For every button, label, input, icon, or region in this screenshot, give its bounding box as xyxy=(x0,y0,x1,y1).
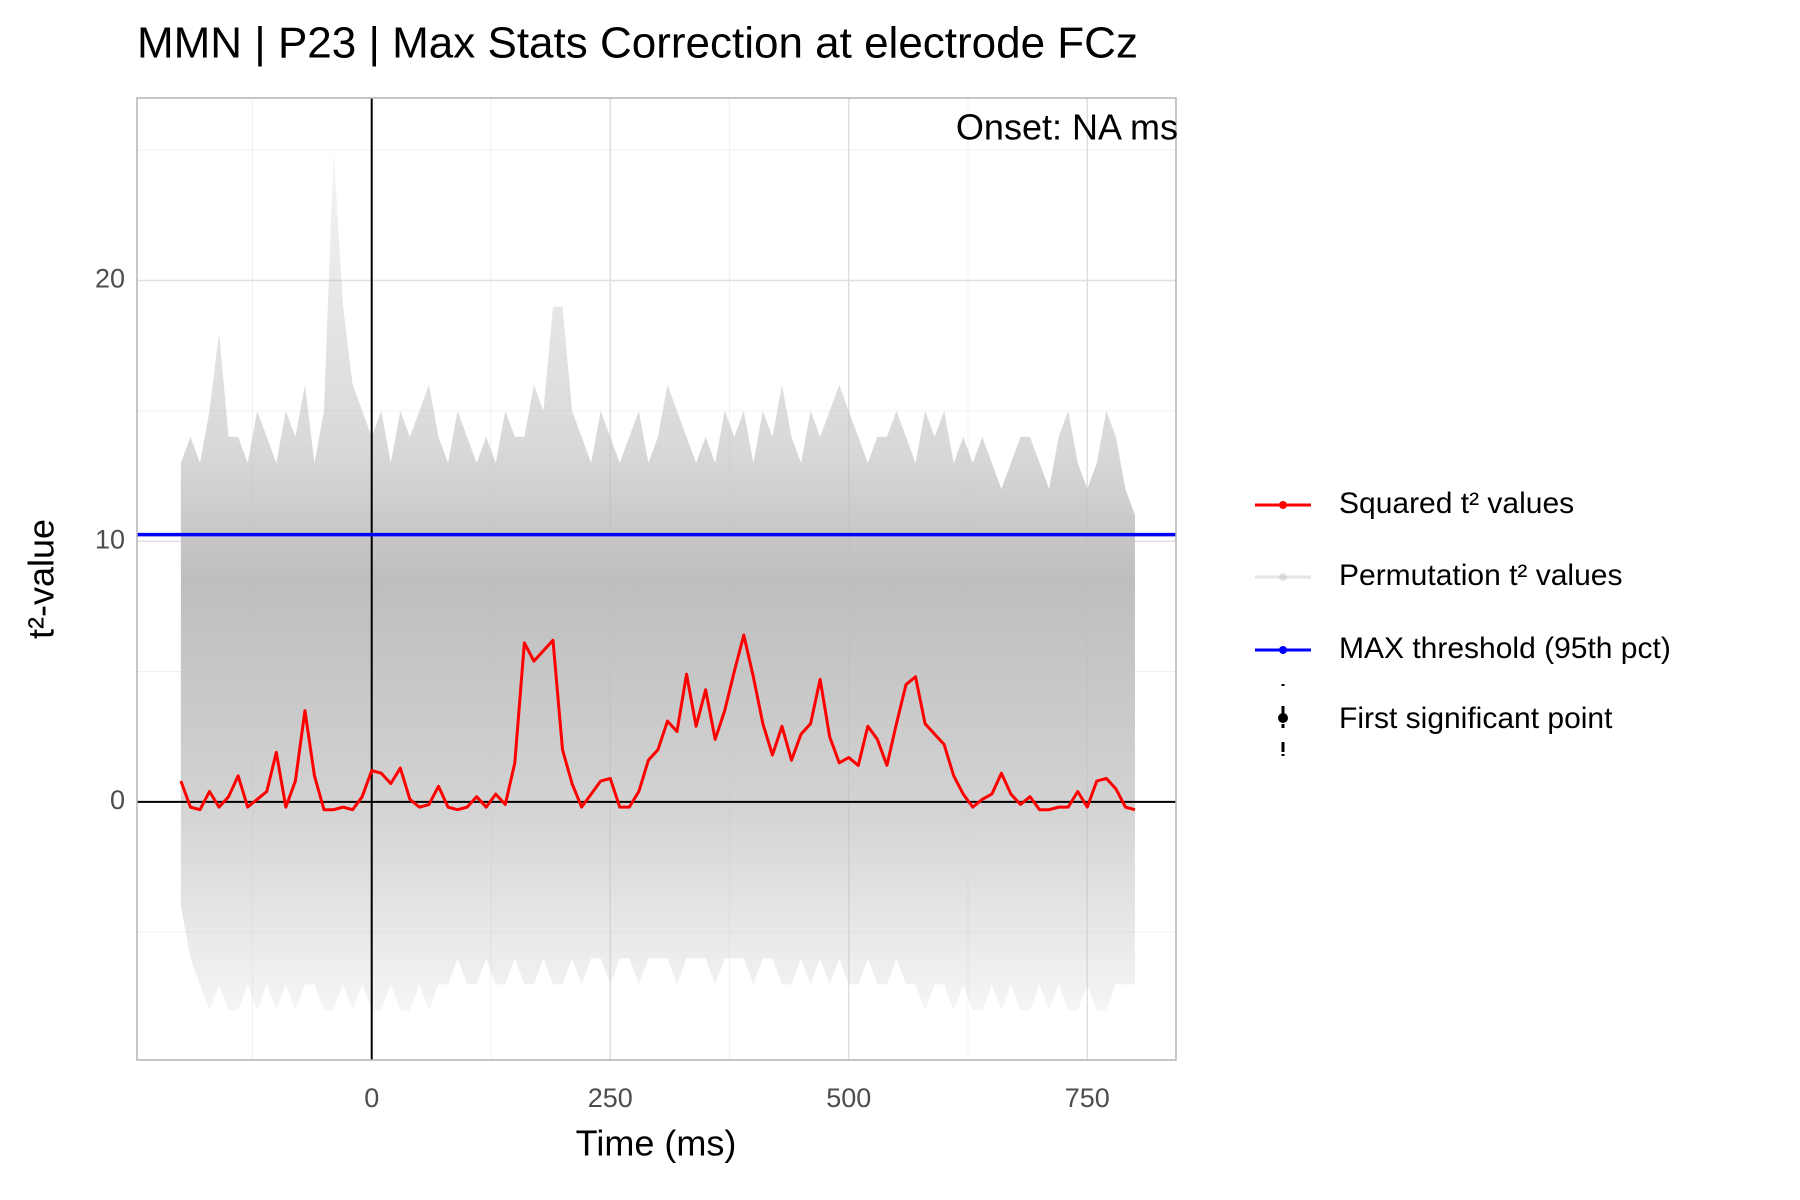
legend-dot xyxy=(1278,713,1288,723)
x-tick-label: 250 xyxy=(588,1083,633,1113)
legend-label: Squared t² values xyxy=(1339,487,1574,520)
series-line xyxy=(179,633,1136,812)
x-tick-label: 500 xyxy=(826,1083,871,1113)
legend-dot xyxy=(1279,501,1287,509)
legend-label: First significant point xyxy=(1339,702,1613,735)
x-tick-label: 750 xyxy=(1065,1083,1110,1113)
panel-border xyxy=(136,97,1177,1061)
y-tick-label: 0 xyxy=(110,785,125,815)
legend-label: Permutation t² values xyxy=(1339,559,1622,592)
y-tick-label: 20 xyxy=(95,264,125,294)
legend-dot xyxy=(1279,646,1287,654)
legend-dot xyxy=(1279,573,1287,581)
chart-title: MMN | P23 | Max Stats Correction at elec… xyxy=(137,19,1138,68)
y-tick-label: 10 xyxy=(95,524,125,554)
x-axis-title: Time (ms) xyxy=(576,1123,737,1164)
y-axis-title: t²-value xyxy=(21,519,62,639)
x-tick-label: 0 xyxy=(364,1083,379,1113)
permutation-band xyxy=(180,150,1135,1011)
annotation: Onset: NA ms xyxy=(956,107,1178,148)
legend-label: MAX threshold (95th pct) xyxy=(1339,632,1671,665)
